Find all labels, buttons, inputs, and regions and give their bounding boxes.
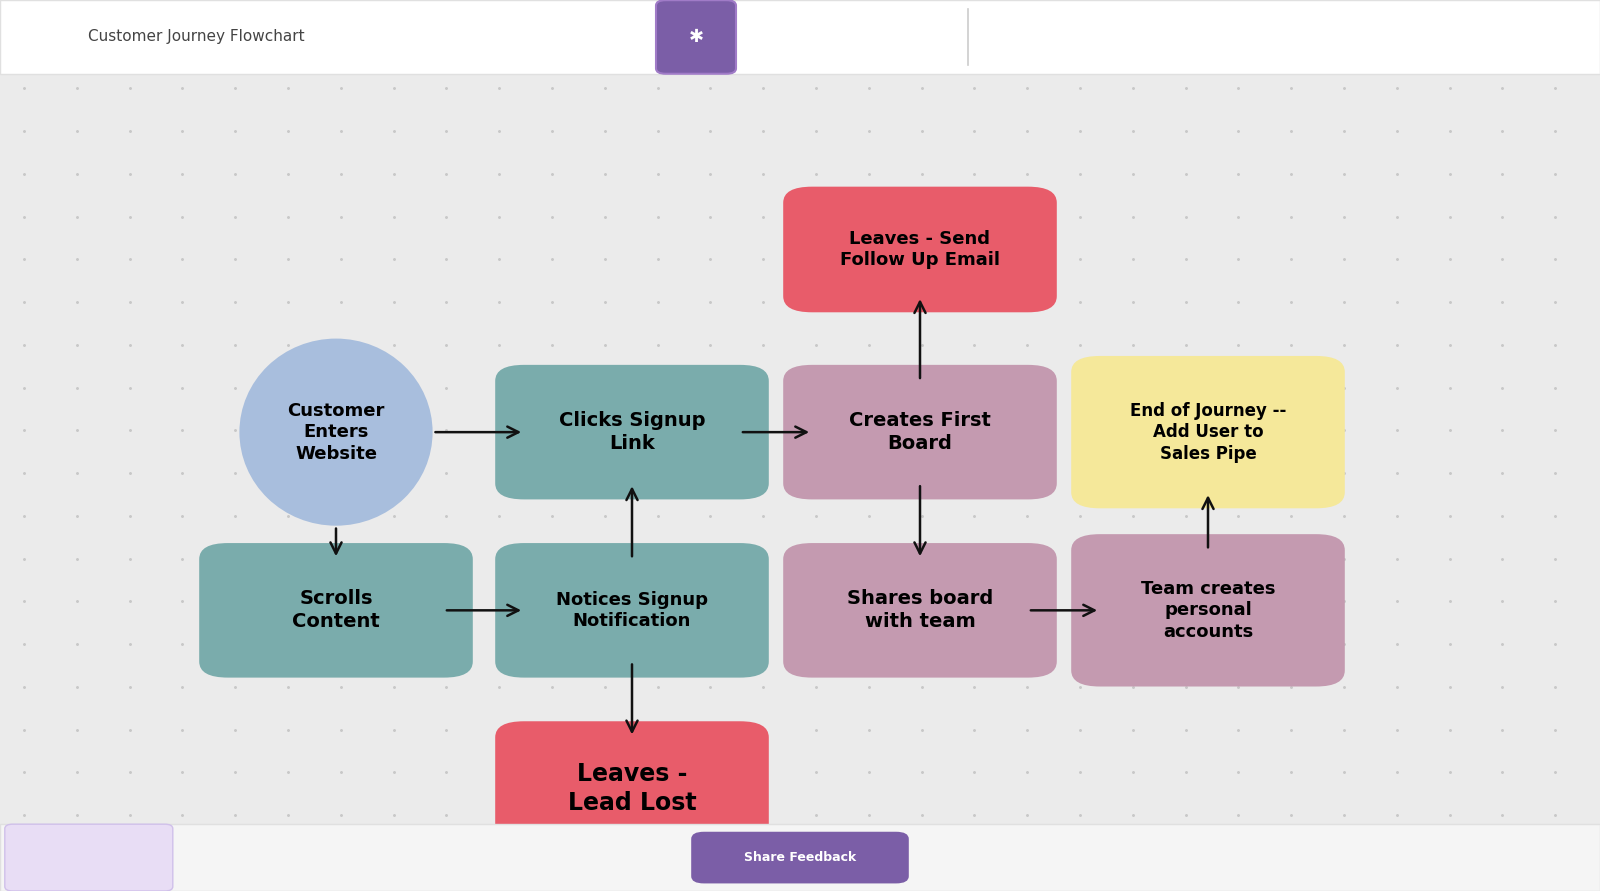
FancyBboxPatch shape	[1072, 356, 1344, 508]
Text: Shares board
with team: Shares board with team	[846, 590, 994, 631]
Ellipse shape	[240, 339, 432, 526]
Text: Team creates
personal
accounts: Team creates personal accounts	[1141, 580, 1275, 641]
Text: Scrolls
Content: Scrolls Content	[293, 590, 379, 631]
Text: End of Journey --
Add User to
Sales Pipe: End of Journey -- Add User to Sales Pipe	[1130, 402, 1286, 462]
FancyBboxPatch shape	[656, 0, 736, 74]
FancyBboxPatch shape	[0, 0, 1600, 74]
Text: Clicks Signup
Link: Clicks Signup Link	[558, 412, 706, 453]
Text: Notices Signup
Notification: Notices Signup Notification	[557, 591, 707, 630]
FancyBboxPatch shape	[784, 543, 1056, 677]
Text: ✱: ✱	[688, 28, 704, 46]
Text: Share Feedback: Share Feedback	[744, 851, 856, 864]
FancyBboxPatch shape	[784, 365, 1056, 499]
Text: Customer
Enters
Website: Customer Enters Website	[288, 402, 384, 462]
Text: Customer Journey Flowchart: Customer Journey Flowchart	[88, 29, 304, 45]
FancyBboxPatch shape	[0, 824, 1600, 891]
FancyBboxPatch shape	[496, 722, 770, 855]
FancyBboxPatch shape	[5, 824, 173, 891]
FancyBboxPatch shape	[784, 186, 1056, 313]
Text: Leaves - Send
Follow Up Email: Leaves - Send Follow Up Email	[840, 230, 1000, 269]
FancyBboxPatch shape	[1072, 534, 1344, 686]
FancyBboxPatch shape	[496, 365, 770, 499]
Text: Leaves -
Lead Lost: Leaves - Lead Lost	[568, 762, 696, 815]
Text: Creates First
Board: Creates First Board	[850, 412, 990, 453]
FancyBboxPatch shape	[691, 832, 909, 884]
FancyBboxPatch shape	[496, 543, 770, 677]
FancyBboxPatch shape	[198, 543, 474, 677]
